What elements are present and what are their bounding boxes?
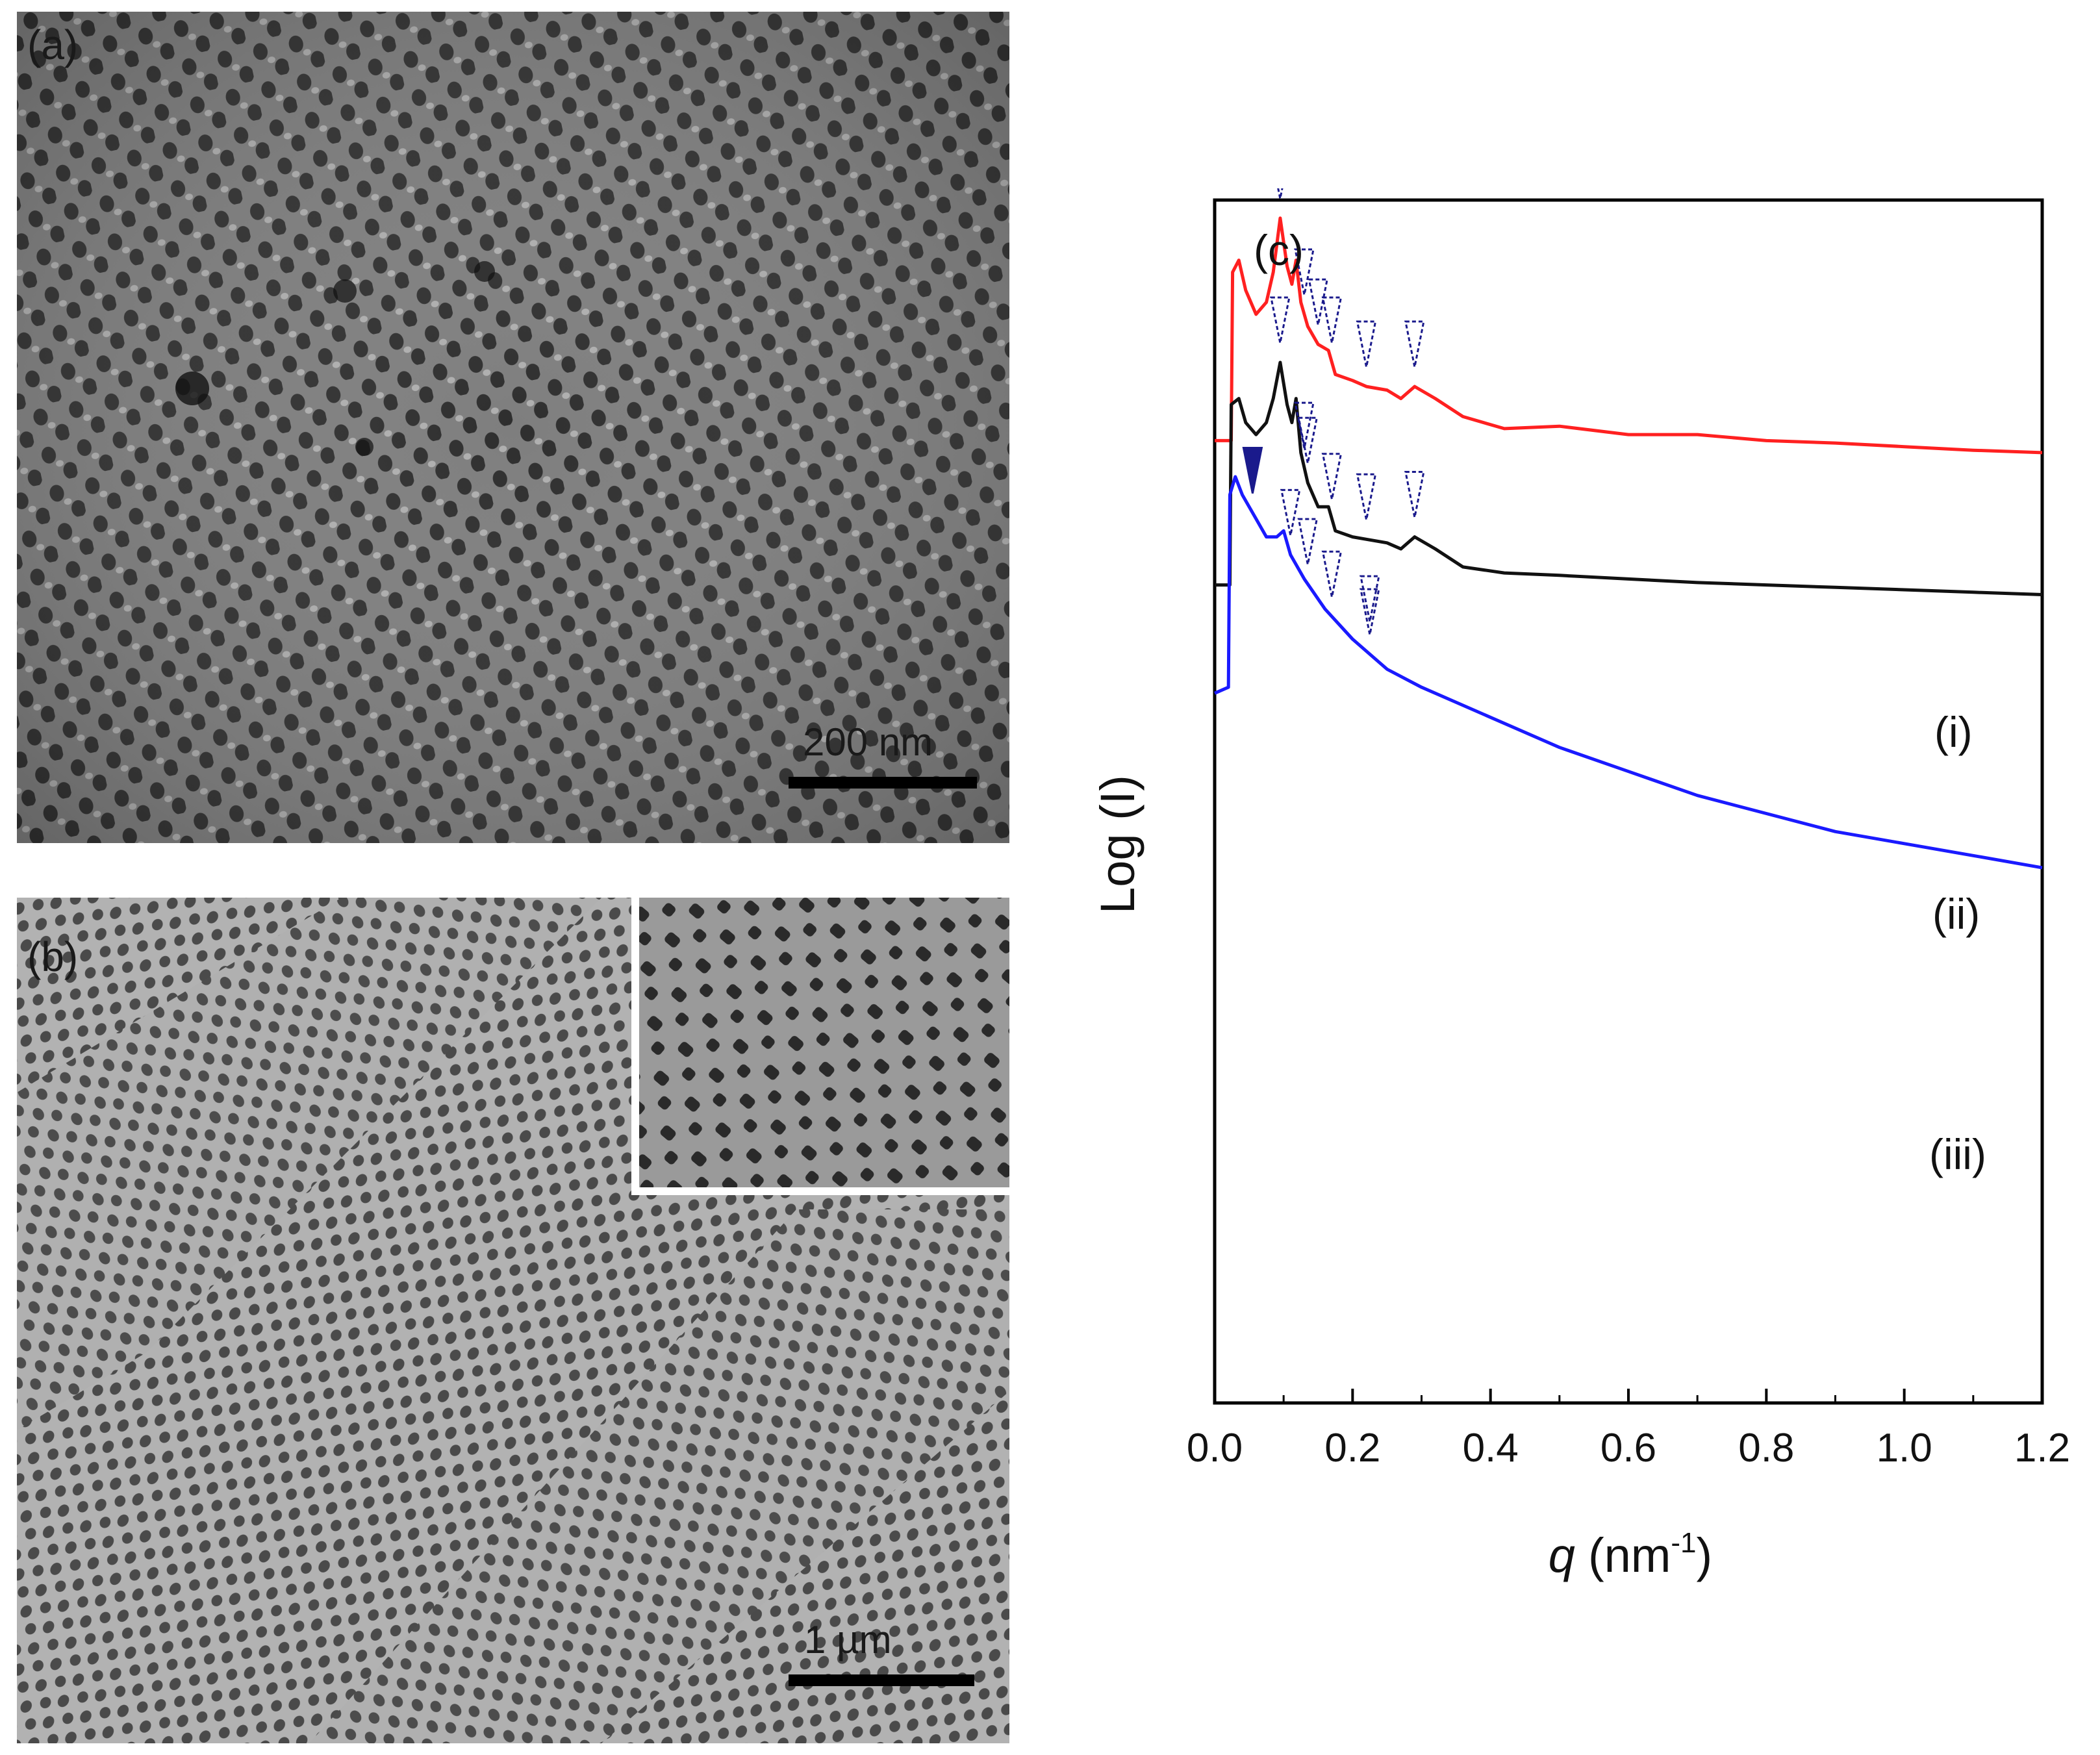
panel-b-scale-bar [789,1674,974,1686]
peak-marker [1321,550,1343,598]
peak-marker [1321,453,1343,500]
series-label-i: (i) [1934,708,1973,756]
tem-micrograph: (a) 200 nm [17,12,1009,843]
peak-marker [1356,320,1377,368]
series-line-i [1215,216,2043,455]
peak-marker [1297,518,1319,565]
peak-marker [1404,471,1425,518]
y-axis-label: Log (I) [1091,775,1145,914]
x-tick-label: 0.0 [1187,1426,1243,1471]
peak-marker [1360,588,1380,635]
x-axis-label: q (nm-1) [1549,1527,1712,1582]
plot-frame [1213,198,2044,1405]
series-label-iii: (iii) [1929,1130,1986,1178]
x-tick-label: 1.0 [1877,1426,1932,1471]
tem-image [17,12,1009,843]
peak-marker [1294,401,1315,449]
panel-a-scale-label: 200 nm [803,720,933,764]
series-label-ii: (ii) [1932,890,1980,938]
peak-marker [1297,416,1319,464]
saxs-chart: 0.0 0.2 0.4 0.6 0.8 1.0 1.2 (c) (i) (ii) (iii)… [1078,152,2100,1617]
x-tick-label: 0.4 [1463,1426,1519,1471]
peak-marker [1270,296,1291,344]
sem-inset [631,898,1009,1195]
panel-a-scale-bar [789,777,977,789]
x-axis-label-exp: -1 [1671,1527,1696,1559]
peak-marker [1242,447,1263,494]
x-tick-label: 0.2 [1324,1426,1380,1471]
x-tick-label: 1.2 [2014,1426,2070,1471]
panel-c-label: (c) [1254,226,1304,274]
panel-b-scale-label: 1 µm [804,1618,892,1661]
peak-marker [1321,296,1343,344]
sem-inset-image [639,898,1009,1187]
peak-marker [1404,320,1425,368]
x-axis-label-unit: (nm [1588,1528,1671,1582]
panel-b-label: (b) [27,933,79,980]
x-tick-label: 0.8 [1738,1426,1794,1471]
series-line-ii [1215,360,2043,596]
peak-marker [1360,575,1380,622]
peak-marker [1294,248,1315,296]
x-axis-label-close: ) [1697,1528,1713,1582]
peak-marker [1270,152,1291,199]
saxs-chart-svg: 0.0 0.2 0.4 0.6 0.8 1.0 1.2 (c) (i) (ii) (iii)… [1091,152,2070,1582]
peak-marker [1280,488,1301,536]
x-axis-label-var: q [1549,1528,1575,1582]
panel-a-label: (a) [27,21,79,68]
x-tick-label: 0.6 [1600,1426,1656,1471]
peak-marker [1308,278,1329,325]
series-line-iii [1214,475,2043,870]
sem-micrograph: (b) 1 µm [17,898,1009,1743]
peak-marker [1356,473,1377,520]
